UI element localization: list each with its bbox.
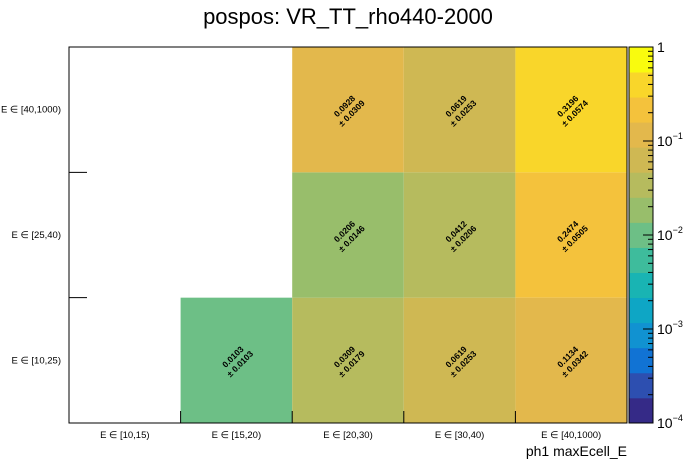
colorbar-segment bbox=[629, 272, 653, 299]
colorbar-segment bbox=[629, 147, 653, 173]
heatmap-cell bbox=[403, 47, 516, 173]
plot-frame bbox=[68, 46, 628, 424]
colorbar-segment bbox=[629, 297, 653, 324]
x-axis-title: ph1 maxEcell_E bbox=[526, 443, 627, 459]
colorbar-tick-base: 10 bbox=[657, 321, 673, 337]
x-tick-label: E ∈ [20,30) bbox=[323, 430, 372, 441]
heatmap-cell bbox=[403, 297, 516, 423]
colorbar-tick-exponent: −2 bbox=[673, 225, 683, 235]
colorbar-tick-label: 10−1 bbox=[657, 131, 683, 149]
chart-title: pospos: VR_TT_rho440-2000 bbox=[203, 4, 493, 29]
heatmap-cell bbox=[292, 47, 404, 173]
heatmap-cell bbox=[292, 172, 404, 298]
colorbar-tick-base: 10 bbox=[657, 415, 673, 431]
colorbar-tick-exponent: −4 bbox=[673, 413, 683, 423]
x-tick-label: E ∈ [15,20) bbox=[212, 430, 261, 441]
colorbar-segment bbox=[629, 397, 653, 424]
heatmap-cell bbox=[180, 297, 293, 423]
y-tick-label: E ∈ [25,40) bbox=[12, 230, 61, 241]
heatmap-cell bbox=[515, 47, 627, 173]
colorbar-tick-base: 10 bbox=[657, 227, 673, 243]
cells-layer bbox=[180, 47, 627, 423]
colorbar-tick-label: 10−3 bbox=[657, 319, 683, 337]
heatmap-cell bbox=[403, 172, 516, 298]
colorbar-tick-base: 10 bbox=[657, 133, 673, 149]
colorbar-tick-exponent: −1 bbox=[673, 131, 683, 141]
x-tick-label: E ∈ [30,40) bbox=[435, 430, 484, 441]
colorbar-segment bbox=[629, 347, 653, 374]
colorbar-segment bbox=[629, 322, 653, 349]
colorbar-tick-exponent: −3 bbox=[673, 319, 683, 329]
colorbar-segment bbox=[629, 247, 653, 273]
y-tick-label: E ∈ [10,25) bbox=[12, 355, 61, 366]
y-tick-label: E ∈ [40,1000) bbox=[1, 105, 61, 116]
colorbar-segment bbox=[629, 197, 653, 223]
heatmap-cell bbox=[515, 172, 627, 298]
x-tick-label: E ∈ [10,15) bbox=[100, 430, 149, 441]
colorbar-tick-base: 1 bbox=[657, 39, 665, 55]
colorbar: 110−110−210−310−4 bbox=[628, 39, 683, 431]
colorbar-tick-label: 1 bbox=[657, 39, 665, 55]
axis-layer: E ∈ [10,15) E ∈ [15,20) E ∈ [20,30) E ∈ [30… bbox=[1, 105, 601, 441]
heatmap-cell bbox=[515, 297, 627, 423]
colorbar-segment bbox=[629, 372, 653, 399]
colorbar-segment bbox=[629, 97, 653, 123]
colorbar-tick-label: 10−2 bbox=[657, 225, 683, 243]
x-tick-label: E ∈ [40,1000) bbox=[541, 430, 601, 441]
heatmap-cell bbox=[292, 297, 404, 423]
colorbar-segment bbox=[629, 172, 653, 198]
colorbar-tick-label: 10−4 bbox=[657, 413, 683, 431]
colorbar-segment bbox=[629, 122, 653, 148]
